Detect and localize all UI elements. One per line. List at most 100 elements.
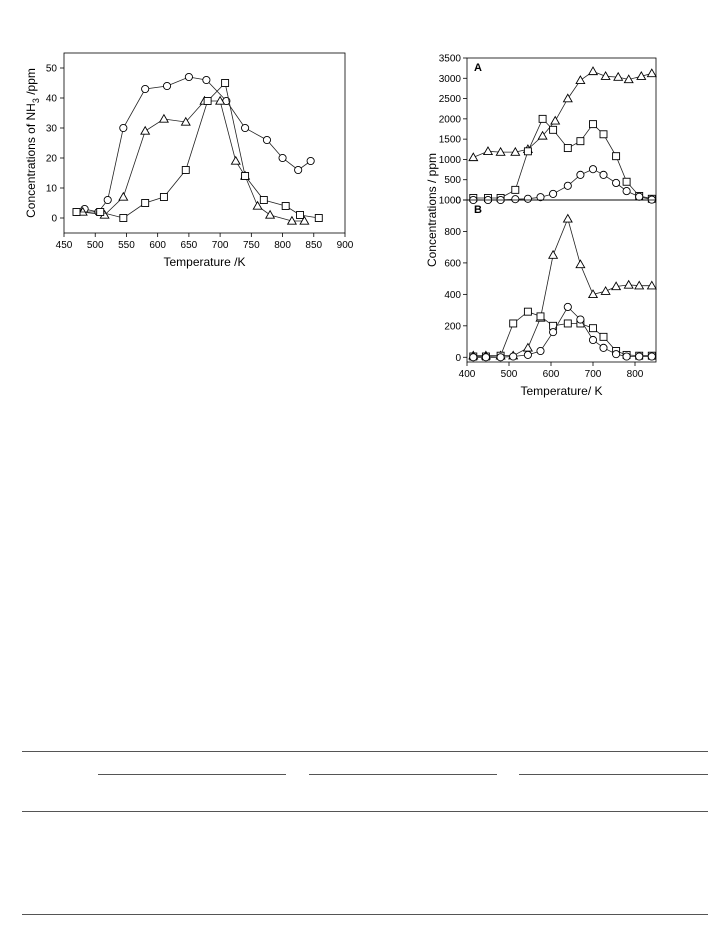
y-axis-label: Concentrations / ppm: [425, 153, 439, 267]
y-tick-label: 20: [46, 154, 58, 165]
square-point: [549, 125, 558, 134]
circle-point: [599, 170, 608, 179]
square-point: [72, 208, 81, 216]
x-tick-label: 550: [118, 240, 135, 251]
triangle-point: [550, 115, 561, 125]
square-point: [119, 214, 128, 222]
circle-point: [119, 123, 128, 133]
series-triangle: [468, 213, 657, 360]
x-tick-label: 450: [56, 240, 73, 251]
triangle-point: [587, 289, 599, 299]
table-column-group-rule-1: [98, 774, 286, 775]
circle-point: [549, 189, 558, 198]
square-point: [576, 137, 585, 146]
circle-point: [576, 170, 585, 179]
x-tick-label: 600: [149, 240, 166, 251]
triangle-point: [482, 146, 494, 155]
circle-point: [469, 353, 478, 362]
triangle-point: [299, 215, 310, 225]
circle-point: [511, 195, 520, 204]
circle-point: [294, 165, 303, 175]
triangle-point: [264, 209, 276, 219]
triangle-point: [575, 259, 586, 269]
x-axis-label: Temperature/ K: [520, 384, 602, 398]
y-axis-label: Concentrations of NH3 /ppm: [24, 68, 41, 218]
triangle-point: [230, 155, 241, 165]
triangle-point: [562, 213, 573, 223]
triangle-point: [600, 286, 611, 295]
circle-point: [536, 346, 545, 356]
chart-right-panel-a: 0 500 1000 1500 2000 2500 3000 3500 A Concentrati…: [425, 54, 657, 267]
series-line: [76, 82, 319, 219]
circle-point: [509, 352, 518, 361]
square-point: [589, 120, 597, 129]
x-tick-label: 700: [585, 369, 602, 380]
circle-point: [549, 328, 558, 337]
y-tick-label: 2500: [439, 94, 462, 105]
table-header-rule: [22, 811, 708, 812]
x-tick-label: 650: [181, 240, 198, 251]
y-tick-label: 500: [444, 175, 461, 186]
circle-point: [647, 195, 656, 204]
triangle-point: [118, 191, 129, 201]
y-axis-label-unit: /ppm: [24, 68, 38, 98]
triangle-point: [522, 342, 533, 352]
circle-point: [262, 135, 271, 145]
series-triangle: [468, 66, 657, 162]
triangle-point: [623, 74, 634, 84]
square-point: [523, 307, 532, 316]
chart-left-nh3: 0 10 20 30 40 50 450 500 550 600 650 700 750 800 850 90…: [24, 52, 354, 269]
triangle-point: [140, 125, 151, 135]
y-tick-label: 200: [444, 321, 461, 332]
triangle-point: [636, 71, 647, 80]
triangle-point: [180, 116, 191, 126]
y-tick-label: 600: [444, 258, 461, 269]
circle-point: [588, 165, 598, 174]
x-tick-label: 500: [501, 369, 518, 380]
square-point: [538, 114, 547, 123]
circle-point: [612, 178, 621, 188]
x-tick-label: 800: [627, 369, 644, 380]
circle-point: [241, 123, 250, 133]
circle-point: [563, 181, 572, 190]
circle-point: [635, 352, 644, 361]
plot-frame: [63, 52, 346, 234]
circle-point: [635, 192, 644, 201]
triangle-point: [252, 200, 263, 210]
circle-point: [622, 352, 631, 361]
y-tick-label: 2000: [439, 114, 462, 125]
circle-point: [536, 193, 545, 202]
series-line: [473, 311, 652, 357]
table-top-rule: [22, 751, 708, 752]
circle-point: [563, 302, 572, 312]
panel-label: B: [474, 204, 482, 216]
square-point: [599, 130, 608, 139]
y-tick-label: 1000: [439, 155, 462, 166]
table-bottom-rule: [22, 914, 708, 915]
circle-point: [647, 352, 656, 361]
y-tick-label: 10: [46, 184, 58, 195]
x-tick-label: 850: [305, 240, 322, 251]
circle-point: [481, 353, 490, 362]
square-point: [563, 319, 572, 328]
square-point: [599, 332, 608, 341]
chart-right-panel-b: 0 200 400 600 800 1000 400 500 600 700 800 B Tempera…: [439, 196, 657, 398]
circle-point: [496, 353, 505, 362]
y-tick-label: 3500: [439, 54, 462, 65]
series-line: [473, 306, 652, 358]
y-axis-label-main: Concentrations / ppm: [425, 153, 439, 267]
triangle-point: [495, 146, 506, 156]
x-tick-label: 800: [274, 240, 291, 251]
plot-frame: [466, 199, 657, 363]
y-tick-label: 800: [444, 227, 461, 238]
circle-point: [162, 81, 172, 91]
square-point: [181, 166, 190, 174]
triangle-point: [575, 75, 586, 84]
triangle-point: [215, 95, 226, 105]
square-point: [159, 193, 168, 201]
y-tick-label: 0: [51, 214, 57, 225]
triangle-point: [587, 66, 599, 76]
square-point: [563, 144, 572, 153]
triangle-point: [611, 281, 622, 291]
